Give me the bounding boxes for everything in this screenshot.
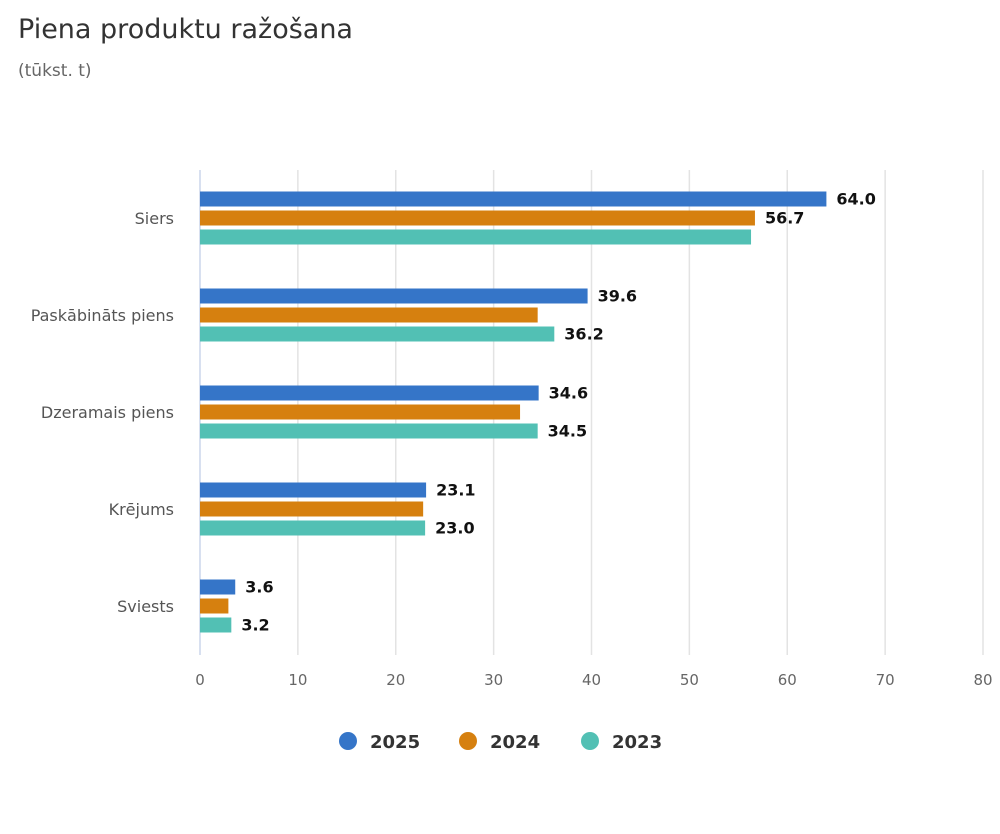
legend-label: 2023 xyxy=(612,732,662,753)
bar-2024 xyxy=(200,307,538,323)
category-label: Krējums xyxy=(109,500,174,519)
data-label: 36.2 xyxy=(564,325,603,344)
bar-2025 xyxy=(200,385,539,401)
x-tick-label: 70 xyxy=(876,671,895,689)
legend-marker xyxy=(581,732,599,750)
bar-2023 xyxy=(200,423,538,439)
legend-item-2023[interactable]: 2023 xyxy=(581,732,662,753)
data-label: 64.0 xyxy=(836,190,875,209)
bar-2023 xyxy=(200,520,426,536)
bar-2024 xyxy=(200,404,521,420)
data-label: 56.7 xyxy=(765,209,804,228)
bar-2025 xyxy=(200,191,827,207)
legend-marker xyxy=(459,732,477,750)
legend-label: 2024 xyxy=(490,732,540,753)
bar-2023 xyxy=(200,326,555,342)
chart-subtitle: (tūkst. t) xyxy=(18,61,92,81)
bar-2025 xyxy=(200,579,236,595)
x-tick-label: 30 xyxy=(484,671,503,689)
x-tick-label: 10 xyxy=(288,671,307,689)
data-label: 3.6 xyxy=(245,578,273,597)
category-label: Paskābināts piens xyxy=(31,306,174,325)
bar-2025 xyxy=(200,288,588,304)
bar-2023 xyxy=(200,617,232,633)
legend-item-2025[interactable]: 2025 xyxy=(339,732,420,753)
bar-2024 xyxy=(200,501,424,517)
x-tick-label: 0 xyxy=(195,671,205,689)
x-tick-label: 40 xyxy=(582,671,601,689)
data-label: 3.2 xyxy=(241,616,269,635)
bar-2023 xyxy=(200,229,752,245)
data-label: 34.6 xyxy=(549,384,588,403)
chart-title: Piena produktu ražošana xyxy=(18,14,353,45)
legend-marker xyxy=(339,732,357,750)
data-label: 23.0 xyxy=(435,519,474,538)
x-tick-label: 20 xyxy=(386,671,405,689)
category-label: Siers xyxy=(135,209,174,228)
bar-2024 xyxy=(200,210,755,226)
data-label: 34.5 xyxy=(548,422,587,441)
data-label: 23.1 xyxy=(436,481,475,500)
category-label: Dzeramais piens xyxy=(41,403,174,422)
legend-label: 2025 xyxy=(370,732,420,753)
data-label: 39.6 xyxy=(598,287,637,306)
x-tick-label: 80 xyxy=(973,671,992,689)
category-label: Sviests xyxy=(117,597,174,616)
bar-2024 xyxy=(200,598,229,614)
x-tick-label: 60 xyxy=(778,671,797,689)
bar-2025 xyxy=(200,482,427,498)
legend-item-2024[interactable]: 2024 xyxy=(459,732,540,753)
x-tick-label: 50 xyxy=(680,671,699,689)
